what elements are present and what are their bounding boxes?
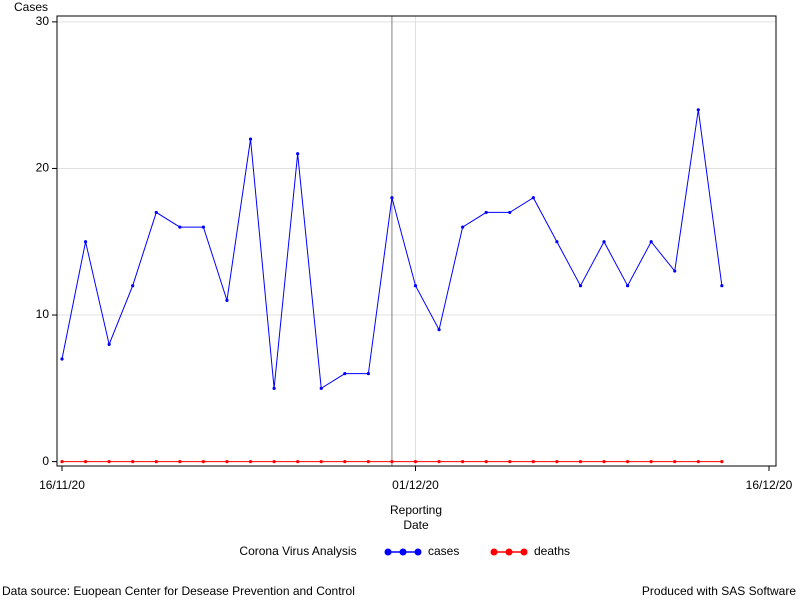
data-point (484, 210, 488, 215)
data-point (60, 460, 64, 464)
x-axis-label: Reporting (390, 503, 442, 517)
data-point (673, 269, 677, 273)
y-tick-label: 0 (42, 454, 49, 468)
data-point (508, 460, 512, 464)
data-point (578, 460, 583, 464)
data-point (272, 386, 276, 390)
data-point (178, 225, 182, 229)
data-point (154, 460, 158, 464)
data-point (225, 298, 229, 302)
data-point (319, 460, 323, 464)
data-point (508, 210, 512, 215)
data-point (531, 460, 535, 464)
data-point (461, 225, 465, 229)
legend-marker (490, 548, 498, 556)
footnote: Data source: Euopean Center for Desease … (2, 584, 355, 598)
data-point (107, 342, 111, 346)
x-tick-label: 16/12/20 (746, 478, 793, 492)
data-point (437, 460, 441, 464)
data-point (649, 460, 653, 464)
data-point (60, 357, 64, 361)
data-point (484, 460, 488, 464)
data-point (319, 386, 323, 390)
legend-marker (505, 548, 513, 556)
data-point (225, 460, 229, 464)
y-axis-label: Cases (14, 0, 48, 14)
y-tick-label: 30 (36, 14, 50, 28)
data-point (555, 240, 559, 244)
legend-label: cases (428, 544, 459, 558)
data-point (366, 460, 370, 464)
data-point (83, 460, 88, 464)
data-point (390, 196, 394, 200)
data-point (531, 196, 535, 200)
legend-marker (399, 548, 407, 556)
data-point (248, 460, 253, 464)
legend-marker (414, 548, 422, 556)
data-point (673, 460, 677, 464)
data-point (437, 328, 441, 332)
data-point (602, 460, 606, 464)
legend-marker (520, 548, 528, 556)
data-point (366, 372, 370, 376)
y-tick-label: 20 (36, 161, 50, 175)
data-point (626, 284, 630, 288)
data-point (296, 460, 300, 464)
legend-title: Corona Virus Analysis (239, 544, 356, 558)
legend-label: deaths (534, 544, 570, 558)
data-point (413, 284, 418, 288)
data-point (555, 460, 559, 464)
data-point (201, 225, 205, 229)
x-tick-label: 16/11/20 (39, 478, 85, 492)
plot-frame (56, 15, 777, 467)
y-tick-label: 10 (36, 307, 50, 321)
data-point (131, 460, 135, 464)
data-point (178, 460, 182, 464)
legend-marker (384, 548, 392, 556)
data-point (413, 460, 418, 464)
footnote: Produced with SAS Software (642, 584, 796, 598)
data-point (390, 460, 394, 464)
data-point (343, 460, 347, 464)
data-point (602, 240, 606, 244)
data-point (461, 460, 465, 464)
data-point (107, 460, 111, 464)
x-axis-label: Date (403, 518, 429, 532)
data-point (296, 152, 300, 156)
x-tick-label: 01/12/20 (392, 478, 439, 492)
data-point (248, 137, 253, 141)
data-point (720, 460, 724, 464)
data-point (578, 284, 583, 288)
data-point (83, 240, 88, 244)
data-point (696, 460, 700, 464)
data-point (131, 284, 135, 288)
data-point (720, 284, 724, 288)
data-point (626, 460, 630, 464)
data-point (343, 372, 347, 376)
data-point (272, 460, 276, 464)
data-point (649, 240, 653, 244)
data-point (154, 210, 158, 215)
data-point (696, 108, 700, 112)
data-point (201, 460, 205, 464)
